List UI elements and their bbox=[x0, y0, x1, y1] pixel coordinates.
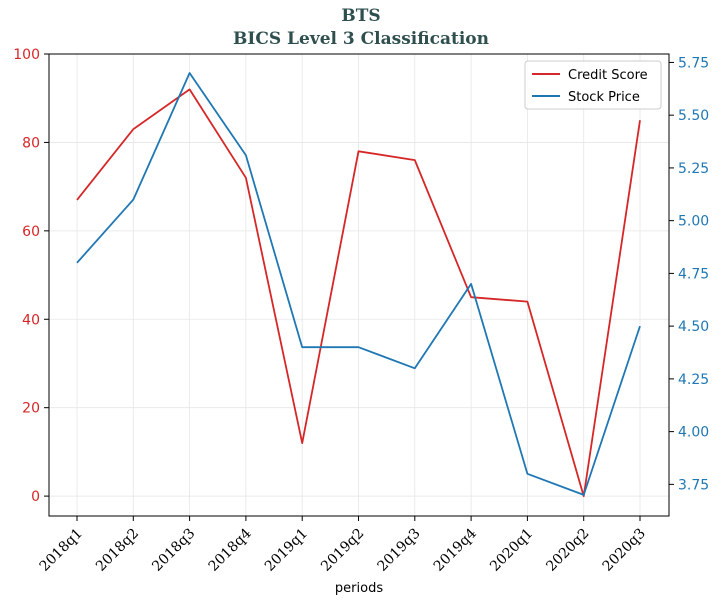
right-y-axis: 3.75 4.00 4.25 4.50 4.75 5.00 5.25 5.50 5.75 bbox=[669, 55, 709, 493]
chart-subtitle: BICS Level 3 Classification bbox=[233, 29, 489, 49]
x-tick-label: 2018q4 bbox=[206, 525, 255, 574]
x-tick-label: 2020q3 bbox=[600, 526, 649, 575]
left-y-axis: 0 20 40 60 80 100 bbox=[13, 47, 49, 505]
x-tick-label: 2019q3 bbox=[374, 526, 423, 575]
x-tick-label: 2018q2 bbox=[93, 526, 142, 575]
x-tick-label: 2018q3 bbox=[149, 526, 198, 575]
series-lines bbox=[76, 72, 641, 498]
x-tick-label: 2020q2 bbox=[543, 526, 592, 575]
chart-title: BTS bbox=[341, 6, 381, 26]
right-y-tick-label: 4.00 bbox=[678, 425, 709, 441]
grid bbox=[49, 53, 669, 516]
right-y-tick-label: 5.75 bbox=[678, 55, 709, 71]
right-y-tick-label: 5.00 bbox=[678, 214, 709, 230]
left-y-tick-label: 0 bbox=[31, 489, 40, 505]
x-tick-label: 2019q2 bbox=[318, 526, 367, 575]
left-y-tick-label: 100 bbox=[13, 47, 40, 63]
right-y-tick-label: 4.50 bbox=[678, 319, 709, 335]
left-y-tick-label: 20 bbox=[22, 401, 40, 417]
right-y-tick-label: 4.25 bbox=[678, 372, 709, 388]
x-tick-label: 2018q1 bbox=[37, 526, 86, 575]
x-tick-label: 2019q4 bbox=[431, 525, 480, 574]
right-y-tick-label: 5.25 bbox=[678, 161, 709, 177]
legend-label: Stock Price bbox=[568, 90, 640, 105]
right-y-tick-label: 4.75 bbox=[678, 266, 709, 282]
series-line-credit-score bbox=[76, 88, 641, 498]
x-tick-label: 2019q1 bbox=[262, 526, 311, 575]
legend: Credit Score Stock Price bbox=[524, 60, 662, 110]
right-y-tick-label: 5.50 bbox=[678, 108, 709, 124]
x-axis-label: periods bbox=[335, 581, 383, 596]
x-tick-label: 2020q1 bbox=[487, 526, 536, 575]
left-y-tick-label: 60 bbox=[22, 224, 40, 240]
left-y-tick-label: 80 bbox=[22, 135, 40, 151]
x-axis: 2018q1 2018q2 2018q3 2018q4 2019q1 2019q2 2019… bbox=[37, 516, 649, 575]
legend-label: Credit Score bbox=[568, 68, 648, 83]
series-line-stock-price bbox=[76, 72, 641, 496]
right-y-tick-label: 3.75 bbox=[678, 477, 709, 493]
left-y-tick-label: 40 bbox=[22, 312, 40, 328]
